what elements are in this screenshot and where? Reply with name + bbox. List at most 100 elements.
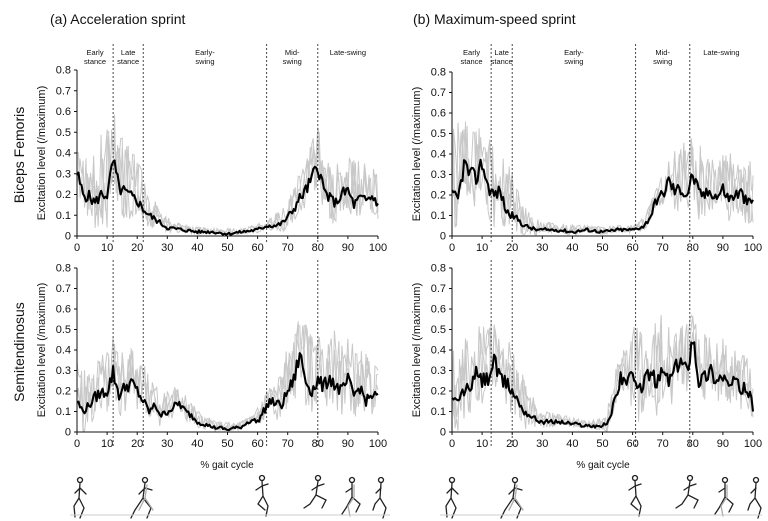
individual-trace — [452, 122, 753, 235]
panel-title-b: (b) Maximum-speed sprint — [413, 11, 576, 27]
chart-panel-b-semitendinosus: 0 0.1 0.2 0.3 0.4 0.5 0.6 0.7 0.8 0 10 20 30 40 50 60 70… — [411, 260, 762, 450]
y-tick-label: 0.6 — [56, 106, 71, 118]
x-tick-label: 30 — [161, 242, 173, 254]
phase-label: swing — [195, 57, 214, 66]
y-tick-label: 0.6 — [431, 304, 446, 316]
phase-label: Early — [87, 48, 104, 57]
runner-figure — [74, 478, 86, 519]
phase-label: Late — [121, 48, 136, 57]
x-tick-label: 60 — [251, 438, 263, 450]
runner-figure — [131, 478, 153, 519]
x-tick-label: 30 — [161, 438, 173, 450]
x-tick-label: 40 — [191, 438, 203, 450]
runner-figure — [256, 476, 268, 517]
y-tick-label: 0.8 — [56, 263, 71, 275]
x-tick-label: 90 — [717, 242, 729, 254]
y-axis-label: Excitation level (/maximum) — [36, 283, 48, 417]
x-tick-label: 50 — [596, 438, 608, 450]
y-tick-label: 0.5 — [431, 324, 446, 336]
runner-figure — [629, 476, 641, 517]
row-label-biceps-femoris: Biceps Femoris — [11, 107, 27, 203]
phase-labels-right: EarlystanceLatestanceEarly-swingMid-swin… — [461, 48, 740, 66]
phase-label: Late — [494, 48, 509, 57]
y-axis-label: Excitation level (/maximum) — [36, 86, 48, 220]
phase-label: Early- — [195, 48, 215, 57]
runner-figure — [342, 478, 360, 517]
runner-figure — [748, 478, 761, 519]
phase-label: Mid- — [655, 48, 670, 57]
runner-figures-left — [74, 476, 386, 519]
x-tick-label: 40 — [191, 242, 203, 254]
y-tick-label: 0.2 — [431, 386, 446, 398]
phase-labels-left: EarlystanceLatestanceEarly-swingMid-swin… — [84, 48, 366, 66]
phase-label: swing — [283, 57, 302, 66]
y-tick-label: 0.8 — [431, 263, 446, 275]
x-tick-label: 80 — [312, 438, 324, 450]
y-tick-label: 0.5 — [56, 127, 71, 139]
x-tick-label: 100 — [369, 438, 387, 450]
x-tick-label: 90 — [342, 438, 354, 450]
phase-label: Early — [463, 48, 480, 57]
phase-label: stance — [461, 57, 483, 66]
runner-figure — [501, 478, 523, 519]
y-tick-label: 0.3 — [431, 169, 446, 181]
x-tick-label: 10 — [101, 242, 113, 254]
phase-label: Late-swing — [703, 48, 739, 57]
runner-figures-right — [446, 476, 761, 519]
y-tick-label: 0.6 — [431, 108, 446, 120]
x-tick-label: 70 — [282, 242, 294, 254]
x-tick-label: 10 — [101, 438, 113, 450]
x-tick-label: 60 — [626, 242, 638, 254]
phase-label: Mid- — [285, 48, 300, 57]
y-axis-label: Excitation level (/maximum) — [411, 87, 423, 221]
y-tick-label: 0.3 — [56, 365, 71, 377]
x-tick-label: 70 — [657, 242, 669, 254]
x-tick-label: 70 — [282, 438, 294, 450]
mean-excitation-line — [452, 342, 753, 427]
x-tick-label: 50 — [221, 438, 233, 450]
chart-panel-a-semitendinosus: 0 0.1 0.2 0.3 0.4 0.5 0.6 0.7 0.8 0 10 20 30 40 50 60 70… — [36, 260, 387, 450]
panel-title-a: (a) Acceleration sprint — [50, 11, 186, 27]
y-tick-label: 0.2 — [56, 189, 71, 201]
y-tick-label: 0.8 — [56, 65, 71, 77]
chart-panel-b-biceps-femoris: 00.10.20.30.40.50.60.70.80 10 20 30 40 50 60 70… — [411, 44, 762, 254]
y-tick-label: 0.1 — [431, 210, 446, 222]
y-tick-label: 0.5 — [431, 128, 446, 140]
y-tick-label: 0.7 — [431, 283, 446, 295]
phase-label: stance — [491, 57, 513, 66]
x-tick-label: 100 — [369, 242, 387, 254]
x-tick-label: 80 — [687, 242, 699, 254]
phase-label: Late-swing — [330, 48, 366, 57]
x-tick-label: 100 — [744, 242, 762, 254]
x-tick-label: 80 — [312, 242, 324, 254]
x-axis-label-right: % gait cycle — [576, 460, 630, 471]
x-tick-label: 30 — [536, 242, 548, 254]
y-tick-label: 0.7 — [431, 87, 446, 99]
y-tick-label: 0.1 — [431, 406, 446, 418]
x-tick-label: 80 — [687, 438, 699, 450]
runner-figure — [715, 478, 733, 517]
y-tick-label: 0 — [65, 231, 71, 243]
y-tick-label: 0.2 — [56, 386, 71, 398]
x-tick-label: 10 — [476, 242, 488, 254]
x-axis-label-left: % gait cycle — [200, 460, 254, 471]
row-label-semitendinosus: Semitendinosus — [11, 302, 27, 402]
y-tick-label: 0.4 — [56, 148, 71, 160]
x-tick-label: 40 — [566, 438, 578, 450]
x-tick-label: 20 — [506, 438, 518, 450]
x-tick-label: 0 — [449, 242, 455, 254]
y-tick-label: 0 — [440, 427, 446, 439]
x-tick-label: 100 — [744, 438, 762, 450]
runner-figure — [304, 476, 326, 509]
runner-figure — [446, 478, 458, 519]
x-tick-label: 50 — [596, 242, 608, 254]
phase-label: stance — [84, 57, 106, 66]
y-tick-label: 0.5 — [56, 324, 71, 336]
y-tick-label: 0.3 — [56, 168, 71, 180]
y-tick-label: 0.7 — [56, 283, 71, 295]
x-tick-label: 10 — [476, 438, 488, 450]
x-tick-label: 40 — [566, 242, 578, 254]
y-tick-label: 0 — [440, 231, 446, 243]
x-tick-label: 90 — [717, 438, 729, 450]
